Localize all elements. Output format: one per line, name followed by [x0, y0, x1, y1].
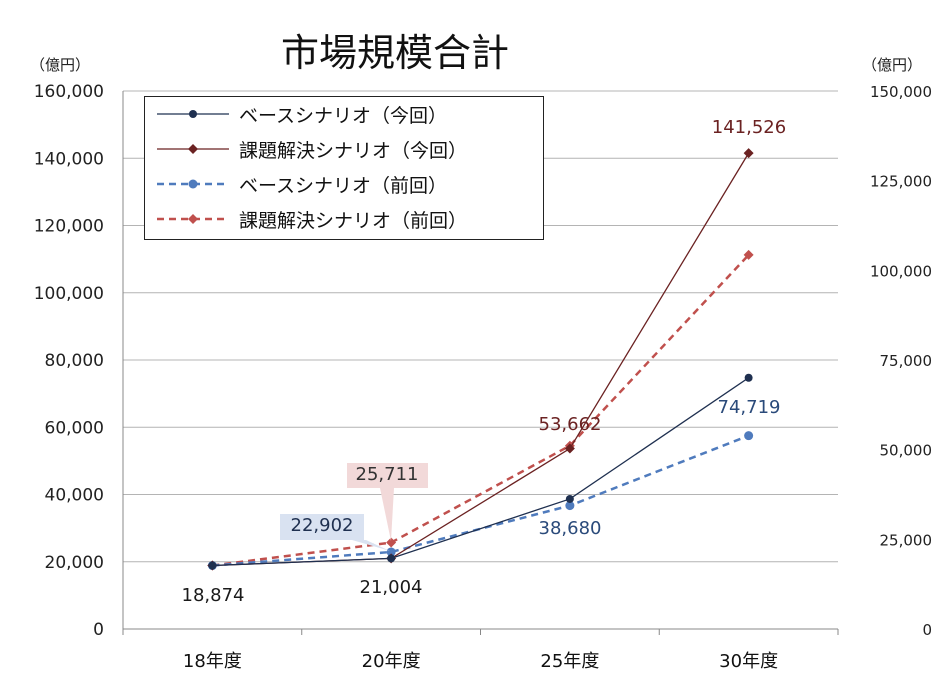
data-label: 38,680 — [539, 518, 602, 539]
data-point — [744, 373, 753, 382]
data-point — [387, 554, 396, 563]
x-tick-label: 30年度 — [719, 651, 778, 672]
data-point — [744, 431, 754, 441]
y-left-tick-label: 0 — [93, 620, 104, 640]
data-label: 18,874 — [182, 585, 245, 606]
callout-pointer — [380, 488, 394, 541]
callout-box — [347, 463, 428, 488]
series-line — [212, 377, 749, 567]
data-point — [565, 501, 575, 511]
legend: ベースシナリオ（今回） 課題解決シナリオ（今回） ベースシナリオ（前回） 課題解… — [144, 96, 544, 240]
left-axis-unit: （億円） — [30, 56, 91, 74]
legend-item: 課題解決シナリオ（今回） — [145, 134, 543, 164]
data-point — [386, 547, 396, 557]
y-right-tick-label: 125,000 — [870, 173, 932, 191]
y-left-tick-label: 40,000 — [45, 486, 104, 506]
y-left-tick-label: 60,000 — [45, 418, 104, 438]
series-line — [212, 434, 750, 567]
legend-item: ベースシナリオ（前回） — [145, 169, 543, 199]
legend-label: 課題解決シナリオ（今回） — [239, 140, 468, 162]
data-point — [743, 249, 754, 260]
legend-label: ベースシナリオ（前回） — [239, 175, 448, 197]
data-label: 74,719 — [718, 397, 781, 418]
x-tick-label: 20年度 — [362, 651, 421, 672]
legend-label: 課題解決シナリオ（前回） — [239, 210, 468, 232]
callout-box — [280, 514, 364, 540]
legend-swatch — [157, 179, 229, 189]
right-axis-unit: （億円） — [862, 56, 923, 74]
y-right-tick-label: 25,000 — [880, 531, 933, 549]
data-point — [208, 561, 217, 570]
y-right-tick-label: 75,000 — [880, 352, 933, 370]
data-label: 22,902 — [291, 515, 354, 536]
legend-label: ベースシナリオ（今回） — [239, 105, 448, 127]
y-left-tick-label: 20,000 — [45, 553, 104, 573]
data-point — [565, 494, 574, 503]
series-line — [212, 254, 750, 567]
legend-swatch — [157, 214, 229, 224]
y-left-tick-label: 80,000 — [45, 351, 104, 371]
data-label: 53,662 — [539, 414, 602, 435]
y-left-tick-label: 160,000 — [34, 82, 104, 102]
x-tick-label: 25年度 — [540, 651, 599, 672]
callout-pointer — [352, 540, 390, 551]
legend-swatch — [157, 144, 229, 154]
y-right-tick-label: 150,000 — [870, 83, 932, 101]
y-left-tick-label: 120,000 — [34, 217, 104, 237]
data-point — [743, 148, 754, 159]
data-label: 141,526 — [712, 117, 786, 138]
y-left-tick-label: 100,000 — [34, 284, 104, 304]
legend-item: ベースシナリオ（今回） — [145, 99, 543, 129]
y-right-tick-label: 50,000 — [880, 442, 933, 460]
data-label: 25,711 — [356, 464, 419, 485]
data-point — [386, 537, 397, 548]
y-left-tick-label: 140,000 — [34, 149, 104, 169]
legend-item: 課題解決シナリオ（前回） — [145, 204, 543, 234]
y-right-tick-label: 0 — [922, 621, 932, 639]
x-tick-label: 18年度 — [183, 651, 242, 672]
legend-swatch — [157, 110, 229, 118]
data-point — [564, 443, 575, 454]
data-label: 21,004 — [360, 577, 423, 598]
y-right-tick-label: 100,000 — [870, 262, 932, 280]
chart-title: 市場規模合計 — [280, 31, 509, 75]
